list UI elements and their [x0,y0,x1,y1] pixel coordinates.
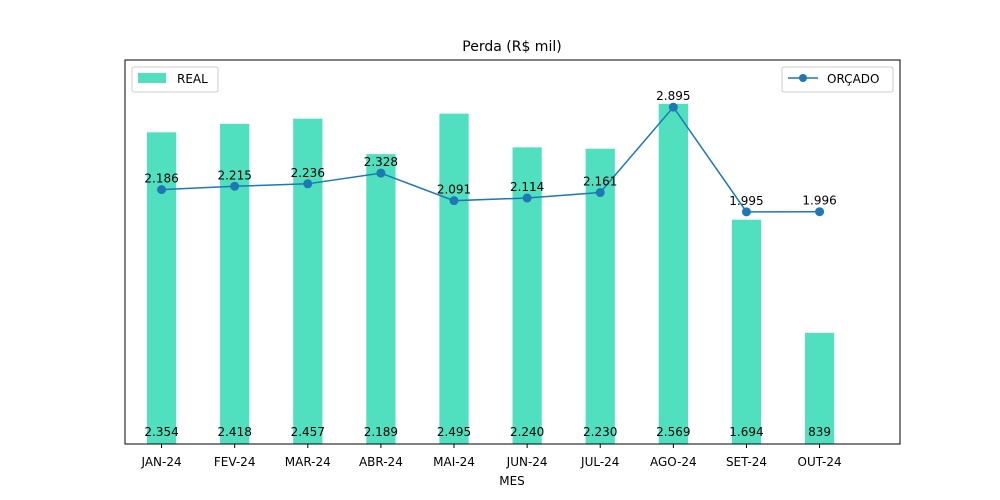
x-axis-label: MES [499,474,525,488]
point-orcado-ago-24 [668,102,678,112]
bar-real-jan-24 [146,132,177,445]
legend-real: REAL [131,66,219,93]
label-orcado-jun-24: 2.114 [510,180,544,194]
point-orcado-fev-24 [230,181,240,191]
label-orcado-mai-24: 2.091 [437,183,471,197]
bar-real-set-24 [731,219,762,444]
legend-orcado-marker [799,74,807,82]
point-orcado-mai-24 [449,196,459,206]
x-tick-label-mai-24: MAI-24 [433,455,475,469]
label-real-abr-24: 2.189 [364,425,398,439]
line-orcado [161,105,820,213]
label-orcado-jan-24: 2.186 [144,172,178,186]
label-orcado-out-24: 1.996 [802,194,836,208]
x-tick-label-jan-24: JAN-24 [140,455,181,469]
legend-orcado-box [781,66,894,93]
x-tick-label-fev-24: FEV-24 [214,455,256,469]
label-real-ago-24: 2.569 [656,425,690,439]
x-axis: JAN-24 FEV-24 MAR-24 ABR-24 MAI-24 JUN-24 JUL-… [140,444,842,469]
bar-real-mar-24 [293,118,323,445]
plot-frame [124,59,901,445]
bar-real-out-24 [804,332,835,444]
point-orcado-out-24 [815,207,825,217]
label-orcado-set-24: 1.995 [729,194,763,208]
bar-real-mai-24 [439,113,469,444]
label-orcado-jul-24: 2.161 [583,175,617,189]
label-orcado-fev-24: 2.215 [217,168,251,182]
legend-real-swatch [138,73,166,83]
bar-real-fev-24 [220,123,250,444]
x-tick-label-ago-24: AGO-24 [650,455,697,469]
legend-real-label: REAL [177,72,208,86]
bar-real-abr-24 [366,154,396,444]
x-tick-label-abr-24: ABR-24 [359,455,403,469]
x-tick-label-jul-24: JUL-24 [580,455,619,469]
label-real-mar-24: 2.457 [291,425,325,439]
x-tick-label-jun-24: JUN-24 [506,455,548,469]
label-orcado-ago-24: 2.895 [656,89,690,103]
point-orcado-jun-24 [522,193,532,203]
line-layer: 2.186 2.215 2.236 2.328 2.091 2.114 2.161 2.895… [144,89,836,439]
bar-real-ago-24 [658,103,688,444]
chart-title: Perda (R$ mil) [462,39,561,55]
point-orcado-jan-24 [157,185,167,195]
bars-layer [146,103,835,445]
point-orcado-jul-24 [595,188,605,198]
legend-orcado-label: ORÇADO [827,72,879,86]
label-orcado-mar-24: 2.236 [291,166,325,180]
label-real-fev-24: 2.418 [217,425,251,439]
legend-orcado: ORÇADO [781,66,894,93]
point-orcado-set-24 [741,207,751,217]
x-tick-label-mar-24: MAR-24 [285,455,331,469]
point-orcado-mar-24 [303,179,313,189]
bar-real-jul-24 [585,148,615,445]
label-real-out-24: 839 [808,425,831,439]
label-orcado-abr-24: 2.328 [364,155,398,169]
label-real-jan-24: 2.354 [144,425,178,439]
label-real-jun-24: 2.240 [510,425,544,439]
point-orcado-abr-24 [376,168,386,178]
x-tick-label-set-24: SET-24 [726,455,767,469]
label-real-jul-24: 2.230 [583,425,617,439]
label-real-set-24: 1.694 [729,425,763,439]
x-tick-label-out-24: OUT-24 [798,455,842,469]
label-real-mai-24: 2.495 [437,425,471,439]
